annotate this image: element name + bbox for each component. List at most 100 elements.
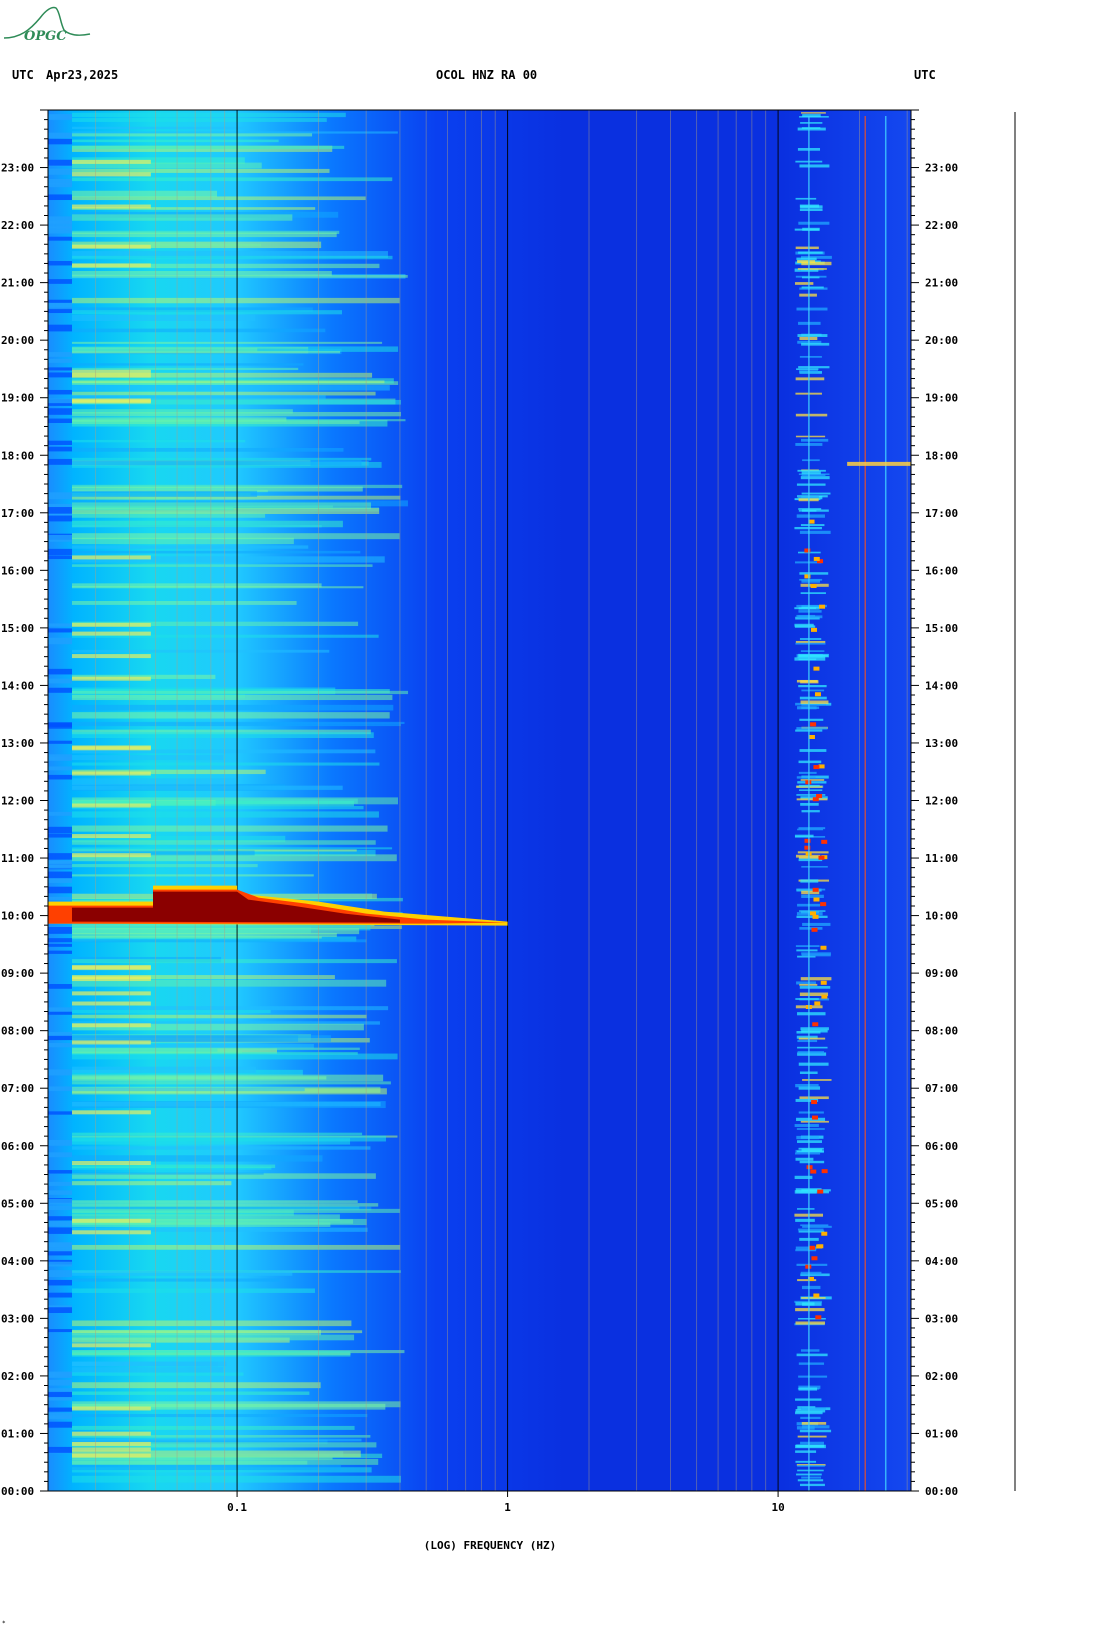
noise-burst	[800, 1349, 820, 1352]
frequency-gridlines	[95, 110, 908, 1491]
spectral-band	[48, 507, 72, 514]
spectral-band	[48, 1032, 72, 1037]
spectral-band	[48, 302, 72, 310]
spectral-band	[72, 1442, 377, 1448]
noise-burst	[794, 625, 816, 628]
y-tick-label: 02:00	[1, 1370, 34, 1383]
spectral-band	[72, 1460, 308, 1465]
spectral-band	[72, 255, 393, 260]
spectral-band	[72, 1040, 151, 1045]
spectral-band	[72, 874, 314, 877]
noise-burst	[797, 706, 817, 710]
spectral-band	[48, 1011, 72, 1015]
spectral-band	[72, 1431, 151, 1436]
spectral-band	[72, 1244, 401, 1250]
spectral-band	[72, 341, 383, 344]
spectral-band	[72, 825, 388, 832]
noise-peak	[810, 1169, 817, 1174]
spectral-band	[72, 923, 375, 927]
spectral-band	[72, 840, 376, 845]
y-tick-label: 21:00	[1, 277, 34, 290]
noise-burst	[796, 679, 818, 683]
spectral-band	[72, 1173, 376, 1179]
noise-burst	[798, 1062, 829, 1066]
spectral-band	[72, 1146, 371, 1150]
spectral-band	[72, 1132, 363, 1136]
spectral-band	[72, 409, 293, 414]
opgc-logo: OPGC	[0, 0, 100, 48]
spectral-band	[48, 826, 72, 834]
spectral-band	[72, 601, 297, 605]
spectral-band	[72, 177, 393, 182]
noise-burst	[798, 1317, 826, 1320]
x-tick-label: 1	[504, 1501, 511, 1514]
noise-burst	[800, 1271, 822, 1276]
noise-peak	[811, 1100, 818, 1105]
noise-burst	[795, 1157, 814, 1161]
y-tick-label: 20:00	[925, 334, 958, 347]
noise-burst	[799, 1096, 829, 1100]
svg-text:OPGC: OPGC	[24, 29, 67, 44]
noise-burst	[796, 1035, 818, 1039]
spectral-band	[72, 533, 400, 540]
noise-peak	[821, 1169, 828, 1174]
y-tick-label: 19:00	[925, 392, 958, 405]
noise-burst	[799, 992, 829, 997]
noise-burst	[796, 949, 818, 952]
spectral-band	[72, 159, 151, 164]
spectral-band	[48, 1007, 72, 1012]
noise-burst	[795, 642, 826, 645]
noise-peak	[810, 722, 817, 727]
spectral-band	[72, 1200, 358, 1203]
noise-peak	[820, 980, 827, 985]
noise-burst	[796, 257, 817, 261]
noise-peak	[804, 838, 811, 843]
noise-burst	[796, 307, 828, 311]
noise-burst	[795, 1246, 817, 1250]
noise-burst	[796, 604, 827, 608]
spectral-band	[72, 399, 151, 404]
noise-burst	[795, 854, 821, 858]
spectral-band	[48, 926, 72, 934]
noise-burst	[801, 1476, 821, 1479]
seismic-event-band	[48, 885, 508, 926]
noise-burst	[799, 164, 830, 168]
noise-burst	[799, 530, 831, 534]
noise-burst	[799, 287, 828, 290]
spectral-band	[72, 555, 151, 560]
spectral-band	[48, 687, 72, 693]
noise-burst	[796, 1353, 828, 1357]
y-tick-label: 19:00	[1, 392, 34, 405]
spectral-band	[72, 654, 151, 659]
noise-burst	[794, 1300, 822, 1303]
spectral-band	[48, 515, 72, 522]
spectral-band	[72, 854, 397, 862]
spectral-band	[48, 1139, 72, 1146]
noise-burst	[797, 334, 828, 337]
x-axis: 0.1 1 10	[227, 1491, 785, 1514]
noise-peak	[811, 1256, 818, 1261]
spectral-band	[72, 564, 373, 567]
noise-burst	[795, 197, 817, 200]
noise-peak	[812, 887, 819, 892]
spectral-band	[48, 1446, 72, 1453]
y-axis-right: 00:00 01:00 02:00 03:00 04:00 05:00 06:00 07:00…	[911, 109, 958, 1498]
spectral-band	[72, 419, 406, 422]
spectral-band	[72, 1023, 151, 1028]
spectral-band	[48, 1086, 72, 1092]
spectral-band	[72, 399, 401, 405]
spectral-band	[48, 358, 72, 363]
spectral-band	[72, 1066, 257, 1073]
noise-burst	[796, 483, 826, 486]
spectral-band	[72, 847, 393, 850]
spectral-band	[48, 168, 72, 175]
y-tick-label: 00:00	[925, 1485, 958, 1498]
noise-burst	[795, 1409, 826, 1413]
y-tick-label: 15:00	[925, 622, 958, 635]
spectral-band	[72, 1330, 363, 1334]
spectral-band	[72, 372, 373, 378]
y-tick-label: 09:00	[925, 967, 958, 980]
noise-burst	[801, 286, 824, 289]
spectral-band	[48, 1388, 72, 1393]
spectral-band	[48, 877, 72, 883]
